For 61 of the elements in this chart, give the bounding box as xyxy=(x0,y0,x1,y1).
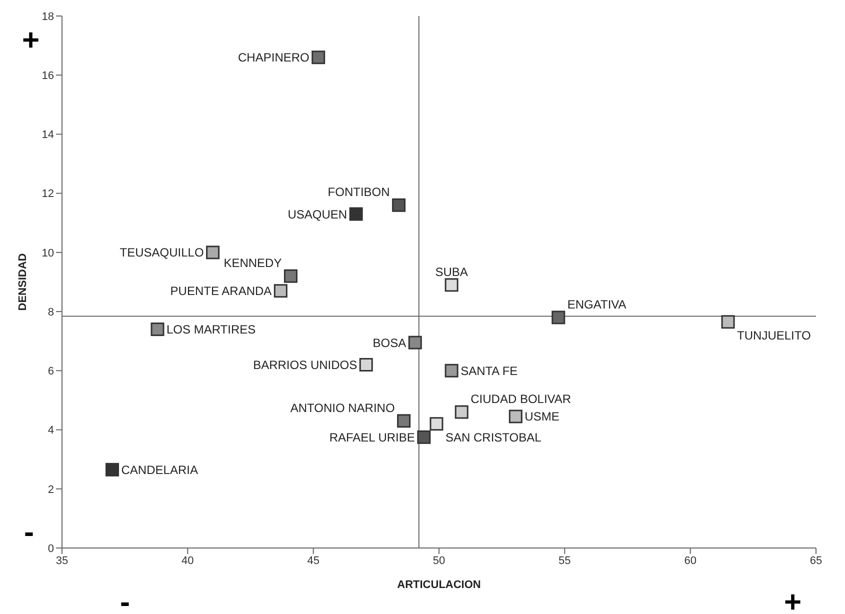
annotation: TEUSAQUILLO xyxy=(120,246,204,260)
point xyxy=(408,336,422,350)
y-tick-label: 2 xyxy=(48,484,54,496)
y-tick-label: 6 xyxy=(48,366,54,378)
point xyxy=(150,322,164,336)
y-axis-title: DENSIDAD xyxy=(16,253,29,311)
text: - xyxy=(24,516,34,549)
point xyxy=(349,207,363,221)
point xyxy=(206,246,220,260)
annotation: TUNJUELITO xyxy=(737,328,811,342)
annotation: CANDELARIA xyxy=(121,462,198,477)
annotation: LOS MARTIRES xyxy=(166,322,256,337)
annotation: ANTONIO NARINO xyxy=(290,400,395,415)
y-tick-label: 0 xyxy=(48,542,54,555)
y-tick-label: 16 xyxy=(42,70,54,82)
annotation: SANTA FE xyxy=(460,364,518,378)
point xyxy=(392,198,406,212)
annotation: SUBA xyxy=(435,264,468,279)
point xyxy=(430,417,444,431)
annotation: PUENTE ARANDA xyxy=(170,284,272,298)
x-axis-title: ARTICULACION xyxy=(397,579,481,591)
annotation: BOSA xyxy=(372,336,406,350)
annotation: ENGATIVA xyxy=(567,297,626,312)
x-tick-label: 60 xyxy=(684,554,696,567)
y-tick-label: 18 xyxy=(42,10,54,23)
point xyxy=(444,364,458,378)
text: - xyxy=(120,586,130,614)
y-tick-label: 14 xyxy=(42,129,54,142)
annotation: BARRIOS UNIDOS xyxy=(253,358,358,372)
annotation: KENNEDY xyxy=(224,256,282,270)
annotation: USAQUEN xyxy=(288,207,348,222)
point xyxy=(312,50,326,64)
point xyxy=(274,284,288,298)
point xyxy=(417,430,431,444)
annotation: FONTIBON xyxy=(328,185,390,200)
point xyxy=(721,315,735,329)
annotation: SAN CRISTOBAL xyxy=(445,430,542,444)
x-tick-label: 55 xyxy=(558,554,571,567)
y-tick-label: 4 xyxy=(48,424,54,437)
point xyxy=(454,405,468,419)
x-tick-label: 45 xyxy=(307,554,320,567)
y-tick-label: 10 xyxy=(42,247,54,260)
point xyxy=(444,278,458,292)
text: + xyxy=(784,586,802,614)
x-tick-label: 35 xyxy=(56,554,68,567)
point xyxy=(508,410,522,424)
point xyxy=(552,310,566,324)
point xyxy=(284,269,298,283)
annotation: CIUDAD BOLIVAR xyxy=(470,392,572,406)
annotation: CHAPINERO xyxy=(238,50,310,65)
point xyxy=(397,414,411,428)
point xyxy=(359,358,373,372)
x-tick-label: 40 xyxy=(182,554,194,567)
annotation: RAFAEL URIBE xyxy=(329,430,415,444)
y-tick-label: 12 xyxy=(42,188,54,200)
annotation: USME xyxy=(524,410,560,424)
x-tick-label: 65 xyxy=(810,554,822,567)
y-tick-label: 8 xyxy=(48,306,54,318)
x-tick-label: 50 xyxy=(432,554,446,567)
point xyxy=(106,462,120,476)
text: + xyxy=(22,24,40,57)
